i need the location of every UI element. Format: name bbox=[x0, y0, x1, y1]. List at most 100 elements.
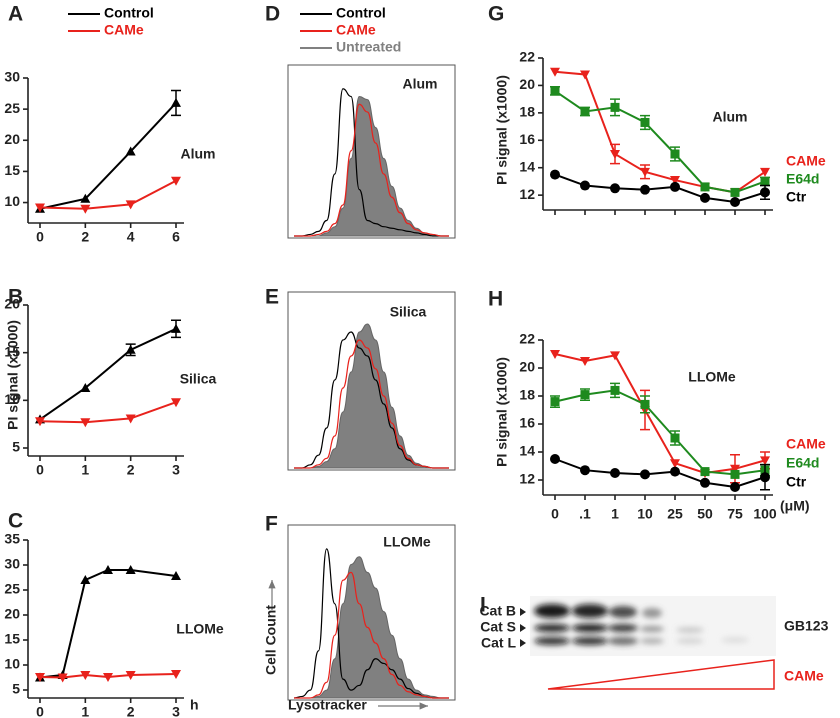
annotation: LLOMe bbox=[688, 369, 736, 385]
panel-letter: D bbox=[265, 3, 280, 26]
series-line bbox=[39, 401, 177, 424]
annotation: Alum bbox=[403, 76, 438, 92]
series-line bbox=[39, 327, 177, 421]
y-tick-label: 30 bbox=[4, 69, 20, 85]
y-tick-label: 22 bbox=[519, 49, 535, 65]
annotation: Alum bbox=[713, 109, 748, 125]
marker bbox=[171, 670, 181, 679]
marker bbox=[610, 183, 620, 194]
histogram-line bbox=[294, 103, 449, 237]
x-tick-label: 10 bbox=[637, 506, 653, 522]
x-tick-label: 2 bbox=[127, 462, 135, 478]
y-tick-label: 18 bbox=[519, 104, 535, 120]
legend-label: CAMe bbox=[104, 22, 144, 38]
y-axis-label: PI signal (x1000) bbox=[494, 75, 510, 185]
annotation: LLOMe bbox=[383, 534, 431, 550]
marker bbox=[80, 575, 91, 584]
x-tick-label: 0 bbox=[36, 229, 44, 245]
annotation: Alum bbox=[181, 146, 216, 162]
x-tick-label: 25 bbox=[667, 506, 683, 522]
legend-label: E64d bbox=[786, 455, 819, 471]
x-tick-label: 1 bbox=[81, 462, 89, 478]
histogram-area bbox=[294, 556, 449, 699]
marker bbox=[580, 180, 590, 191]
marker bbox=[670, 181, 680, 192]
x-tick-label: 3 bbox=[172, 462, 180, 478]
histogram-line bbox=[294, 88, 449, 237]
legend-label: Untreated bbox=[336, 39, 401, 55]
marker bbox=[640, 469, 650, 480]
blot-image bbox=[520, 596, 776, 656]
panel-letter: I bbox=[480, 594, 486, 617]
panel-letter: B bbox=[8, 286, 23, 309]
marker bbox=[580, 70, 590, 80]
marker bbox=[550, 67, 560, 77]
legend-label: Ctr bbox=[786, 189, 807, 205]
treatment-label: CAMe bbox=[784, 668, 824, 684]
marker bbox=[580, 357, 590, 366]
y-axis-label: PI signal (x1000) bbox=[494, 357, 510, 467]
y-tick-label: 14 bbox=[519, 443, 535, 459]
x-tick-label: 0 bbox=[36, 462, 44, 478]
marker bbox=[171, 571, 181, 580]
legend-label: Ctr bbox=[786, 474, 807, 490]
marker bbox=[550, 397, 560, 407]
y-tick-label: 25 bbox=[4, 100, 20, 116]
marker bbox=[80, 193, 91, 203]
marker bbox=[125, 146, 136, 156]
marker bbox=[700, 182, 710, 192]
band-label: Cat S bbox=[480, 619, 516, 635]
marker bbox=[80, 418, 91, 428]
x-tick-label: 4 bbox=[127, 229, 135, 245]
marker bbox=[760, 187, 770, 198]
marker bbox=[580, 390, 590, 400]
y-tick-label: 15 bbox=[4, 631, 20, 647]
x-tick-label: 100 bbox=[753, 506, 777, 522]
marker bbox=[580, 106, 590, 116]
series-line bbox=[39, 102, 177, 210]
marker bbox=[670, 149, 680, 159]
marker bbox=[760, 176, 770, 186]
y-tick-label: 14 bbox=[519, 158, 535, 174]
series-line bbox=[554, 458, 766, 489]
marker bbox=[640, 184, 650, 195]
marker bbox=[640, 399, 650, 409]
y-tick-label: 5 bbox=[12, 439, 20, 455]
marker bbox=[80, 204, 91, 214]
y-tick-label: 20 bbox=[519, 76, 535, 92]
series-line bbox=[554, 353, 766, 475]
x-axis-label: (μM) bbox=[780, 498, 810, 514]
marker bbox=[125, 671, 136, 680]
panel-letter: A bbox=[8, 3, 23, 26]
marker bbox=[700, 477, 710, 488]
marker bbox=[35, 417, 45, 427]
x-tick-label: 2 bbox=[127, 704, 135, 718]
y-axis-label: PI signal (x1000) bbox=[5, 320, 21, 430]
plot-frame bbox=[287, 64, 456, 239]
marker bbox=[760, 472, 770, 483]
marker bbox=[171, 398, 181, 408]
panel-letter: F bbox=[265, 513, 278, 536]
y-tick-label: 15 bbox=[4, 162, 20, 178]
marker bbox=[35, 203, 45, 213]
legend-label: Control bbox=[104, 5, 154, 21]
marker bbox=[125, 200, 136, 210]
band-label: Cat L bbox=[481, 635, 516, 651]
marker bbox=[730, 482, 740, 492]
band-label: Cat B bbox=[479, 603, 516, 619]
x-tick-label: 50 bbox=[697, 506, 713, 522]
marker bbox=[640, 117, 650, 127]
marker bbox=[171, 97, 181, 107]
marker bbox=[700, 467, 710, 477]
probe-label: GB123 bbox=[784, 618, 829, 634]
y-tick-label: 16 bbox=[519, 415, 535, 431]
marker bbox=[35, 673, 45, 682]
annotation: Silica bbox=[180, 371, 217, 387]
x-tick-label: 0 bbox=[551, 506, 559, 522]
x-axis-label: h bbox=[190, 697, 199, 713]
marker bbox=[580, 465, 590, 476]
marker bbox=[670, 459, 680, 469]
marker bbox=[610, 150, 620, 159]
marker bbox=[670, 466, 680, 477]
